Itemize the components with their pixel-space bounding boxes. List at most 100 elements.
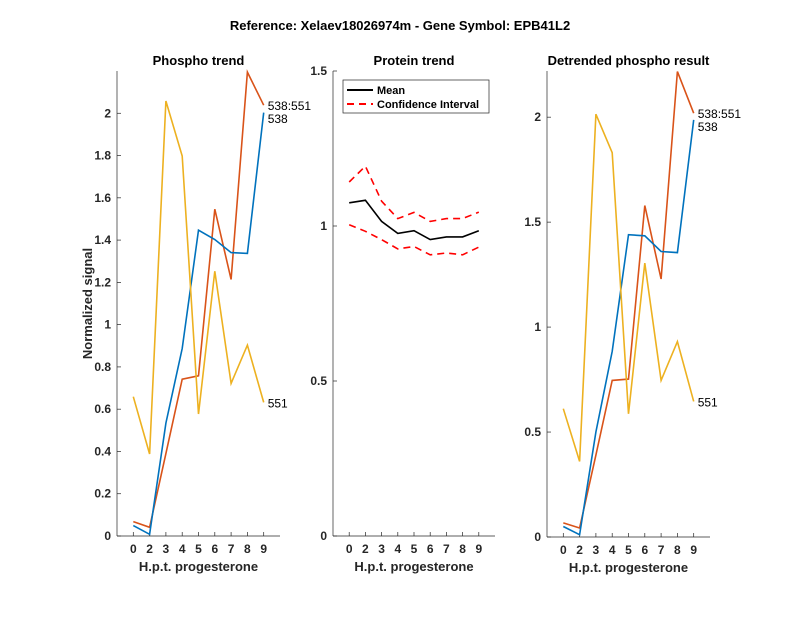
data-point (676, 340, 678, 342)
data-point (429, 254, 431, 256)
data-point (132, 520, 134, 522)
data-point (165, 452, 167, 454)
series-line-538 (132, 112, 265, 536)
series-538: 538 (562, 119, 718, 536)
y-tick-label: 0.2 (94, 487, 111, 501)
data-point (413, 245, 415, 247)
series-end-label: 551 (268, 396, 288, 410)
data-point (445, 236, 447, 238)
y-tick-label: 1.2 (94, 275, 111, 289)
y-tick-label: 0.5 (524, 425, 541, 439)
y-tick-label: 0.5 (310, 374, 327, 388)
x-tick-label: 8 (674, 543, 681, 557)
series-end-label: 538 (268, 112, 288, 126)
data-point (562, 522, 564, 524)
data-point (595, 454, 597, 456)
series-line-538 (562, 119, 695, 536)
series-line-538-551 (133, 69, 265, 529)
data-point (693, 112, 695, 114)
data-point (246, 71, 248, 73)
series-line-538-551 (563, 71, 695, 530)
data-point (445, 252, 447, 254)
data-point (214, 208, 216, 210)
data-point (263, 104, 265, 106)
data-point (660, 379, 662, 381)
y-axis-label: Normalized signal (80, 248, 95, 359)
x-tick-label: 2 (362, 542, 369, 556)
data-point (627, 234, 629, 236)
y-tick-label: 0 (320, 529, 327, 543)
series-538-551: 538:551 (562, 70, 742, 530)
data-point (461, 236, 463, 238)
data-point (478, 211, 480, 213)
y-tick-label: 1 (320, 219, 327, 233)
data-point (413, 211, 415, 213)
y-tick-label: 2 (104, 106, 111, 120)
x-tick-label: 5 (195, 542, 202, 556)
y-tick-label: 0.8 (94, 360, 111, 374)
series-end-label: 551 (698, 395, 718, 409)
data-point (132, 396, 134, 398)
x-tick-label: 0 (130, 542, 137, 556)
data-point (611, 379, 613, 381)
data-point (380, 238, 382, 240)
x-tick-label: 8 (244, 542, 251, 556)
data-point (230, 278, 232, 280)
data-point (562, 408, 564, 410)
series-end-label: 538:551 (268, 99, 312, 113)
series-end-label: 538 (698, 120, 718, 134)
data-point (578, 533, 580, 535)
y-tick-label: 0 (534, 530, 541, 544)
data-point (348, 202, 350, 204)
data-point (461, 217, 463, 219)
series-end-label: 538:551 (698, 107, 742, 121)
data-point (445, 217, 447, 219)
y-tick-label: 1 (534, 320, 541, 334)
legend-entry-label: Confidence Interval (377, 99, 479, 111)
data-point (578, 460, 580, 462)
data-point (263, 111, 265, 113)
data-point (214, 238, 216, 240)
x-tick-label: 9 (475, 542, 482, 556)
data-point (148, 453, 150, 455)
data-point (644, 235, 646, 237)
data-point (461, 254, 463, 256)
x-tick-label: 0 (346, 542, 353, 556)
data-point (364, 230, 366, 232)
data-point (611, 151, 613, 153)
y-tick-label: 0 (104, 529, 111, 543)
data-point (348, 224, 350, 226)
data-point (132, 524, 134, 526)
x-tick-label: 4 (179, 542, 186, 556)
legend: Mean Confidence Interval (342, 79, 490, 114)
series-538-551: 538:551 (132, 69, 312, 529)
x-tick-label: 7 (658, 543, 665, 557)
x-tick-label: 2 (146, 542, 153, 556)
x-tick-label: 9 (260, 542, 267, 556)
data-point (397, 217, 399, 219)
y-tick-label: 0.6 (94, 402, 111, 416)
data-point (676, 70, 678, 72)
y-tick-label: 1.5 (524, 215, 541, 229)
data-point (660, 250, 662, 252)
data-point (364, 199, 366, 201)
data-point (429, 238, 431, 240)
data-point (380, 200, 382, 202)
axes-title: Detrended phospho result (548, 53, 710, 68)
series-line-confidence-interval-upper (348, 164, 480, 223)
data-point (263, 401, 265, 403)
x-axis-label: H.p.t. progesterone (354, 559, 473, 574)
x-tick-label: 5 (411, 542, 418, 556)
data-point (214, 270, 216, 272)
data-point (197, 375, 199, 377)
data-point (595, 113, 597, 115)
x-tick-label: 4 (394, 542, 401, 556)
x-axis-label: H.p.t. progesterone (569, 560, 688, 575)
y-tick-label: 1.8 (94, 149, 111, 163)
data-point (246, 252, 248, 254)
series-line-confidence-interval-lower (348, 224, 480, 256)
data-point (148, 533, 150, 535)
